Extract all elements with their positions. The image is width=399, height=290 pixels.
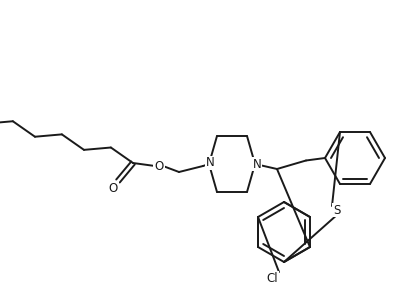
- Text: N: N: [205, 157, 214, 169]
- Text: N: N: [253, 157, 261, 171]
- Text: S: S: [333, 204, 341, 217]
- Text: O: O: [109, 182, 118, 195]
- Text: O: O: [154, 160, 164, 173]
- Text: Cl: Cl: [266, 271, 278, 284]
